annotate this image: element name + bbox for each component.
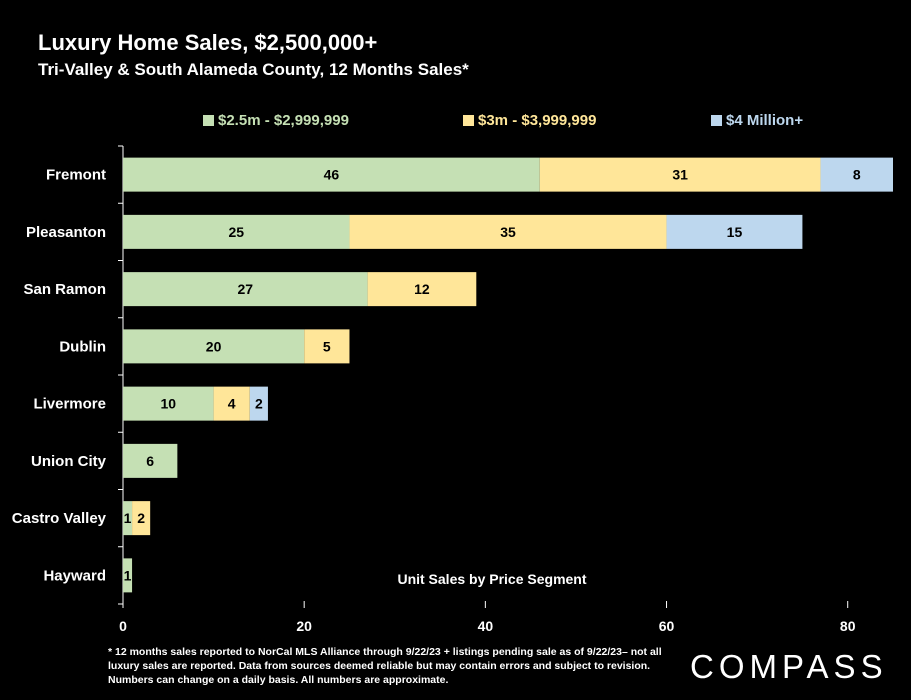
legend-swatch-segment-3 (711, 115, 722, 126)
legend-label-segment-1: $2.5m - $2,999,999 (218, 112, 349, 129)
category-label: Castro Valley (12, 510, 107, 527)
legend-label-segment-2: $3m - $3,999,999 (478, 112, 597, 129)
bar-segment-1 (123, 558, 133, 593)
data-label: 1 (124, 567, 132, 583)
data-label: 15 (727, 224, 743, 240)
bar-segment-1 (123, 329, 305, 364)
bar-segment-1 (123, 214, 350, 249)
legend-item-segment-3: $4 Million+ (711, 112, 803, 129)
bar-segment-2 (349, 214, 667, 249)
legend-item-segment-1: $2.5m - $2,999,999 (203, 112, 349, 129)
x-tick-label: 20 (296, 618, 312, 634)
data-label: 12 (414, 281, 430, 297)
bar-segment-2 (132, 501, 151, 536)
bar-segment-1 (123, 501, 133, 536)
data-label: 2 (137, 510, 145, 526)
bar-segment-2 (367, 272, 477, 307)
category-label: San Ramon (23, 281, 106, 298)
compass-logo: COMPASS (690, 648, 888, 685)
bar-segment-2 (213, 386, 250, 421)
bar-segment-1 (123, 386, 214, 421)
data-label: 31 (672, 167, 688, 183)
data-label: 25 (228, 224, 244, 240)
data-label: 27 (238, 281, 254, 297)
bar-segment-2 (539, 157, 821, 192)
bar-segment-3 (666, 214, 803, 249)
data-label: 8 (853, 167, 861, 183)
legend-label-segment-3: $4 Million+ (726, 112, 804, 129)
chart-subtitle: Tri-Valley & South Alameda County, 12 Mo… (38, 60, 469, 79)
data-label: 2 (255, 396, 263, 412)
chart-annotation: Unit Sales by Price Segment (397, 571, 586, 587)
data-label: 6 (146, 453, 154, 469)
category-label: Dublin (59, 338, 106, 355)
bar-segment-1 (123, 157, 540, 192)
category-label: Hayward (43, 567, 106, 584)
category-label: Fremont (46, 167, 106, 184)
bar-segment-2 (304, 329, 350, 364)
data-label: 46 (324, 167, 340, 183)
data-label: 5 (323, 338, 331, 354)
data-label: 20 (206, 338, 222, 354)
data-label: 10 (161, 396, 177, 412)
category-label: Livermore (33, 396, 106, 413)
x-tick-label: 60 (659, 618, 675, 634)
data-label: 4 (228, 396, 236, 412)
bar-segment-3 (249, 386, 268, 421)
bar-segment-1 (123, 443, 178, 478)
chart-legend: $2.5m - $2,999,999 $3m - $3,999,999 $4 M… (0, 112, 911, 134)
legend-swatch-segment-2 (463, 115, 474, 126)
footnote: * 12 months sales reported to NorCal MLS… (108, 646, 662, 686)
chart-title: Luxury Home Sales, $2,500,000+ (38, 30, 378, 55)
x-tick-label: 0 (119, 618, 127, 634)
data-label: 35 (500, 224, 516, 240)
bar-segment-3 (820, 157, 893, 192)
legend-swatch-segment-1 (203, 115, 214, 126)
bar-segment-1 (123, 272, 368, 307)
data-label: 1 (124, 510, 132, 526)
legend-item-segment-2: $3m - $3,999,999 (463, 112, 596, 129)
category-label: Union City (31, 453, 107, 470)
category-label: Pleasanton (26, 224, 106, 241)
x-tick-label: 40 (478, 618, 494, 634)
x-tick-label: 80 (840, 618, 856, 634)
